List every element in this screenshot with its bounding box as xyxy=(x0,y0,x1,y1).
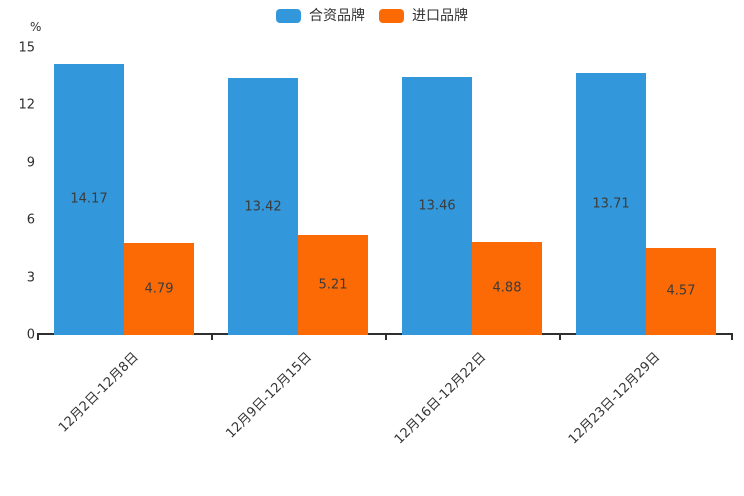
legend-swatch-blue-icon xyxy=(276,9,301,23)
y-axis-tick-label: 9 xyxy=(26,155,35,171)
bar-合资品牌-4 xyxy=(576,72,646,335)
y-axis-unit-label: % xyxy=(30,20,42,34)
legend: 合资品牌 进口品牌 xyxy=(0,7,744,25)
x-axis-category-label: 12月16日-12月22日 xyxy=(391,349,490,448)
bar-value-label: 5.21 xyxy=(318,277,348,293)
bar-value-label: 4.79 xyxy=(144,281,174,297)
x-axis-tick xyxy=(37,335,39,340)
x-axis-tick xyxy=(385,335,387,340)
legend-label: 合资品牌 xyxy=(309,8,365,24)
x-axis-tick xyxy=(211,335,213,340)
bar-合资品牌-2 xyxy=(228,78,298,335)
bar-value-label: 14.17 xyxy=(70,191,108,207)
y-axis-tick-label: 3 xyxy=(26,270,35,286)
y-axis-tick-label: 12 xyxy=(18,97,35,113)
bar-进口品牌-2 xyxy=(298,235,368,335)
bar-进口品牌-1 xyxy=(124,243,194,335)
bar-进口品牌-3 xyxy=(472,241,542,335)
bar-value-label: 13.42 xyxy=(244,199,282,215)
y-axis-tick-label: 15 xyxy=(18,40,35,56)
x-axis-tick xyxy=(731,335,733,340)
x-axis-category-label: 12月2日-12月8日 xyxy=(55,349,142,436)
x-axis-tick xyxy=(559,335,561,340)
bar-合资品牌-3 xyxy=(402,77,472,335)
legend-label: 进口品牌 xyxy=(412,8,468,24)
bar-value-label: 4.88 xyxy=(492,280,522,296)
bar-value-label: 13.71 xyxy=(592,196,630,212)
bar-进口品牌-4 xyxy=(646,247,716,335)
x-axis-category-label: 12月23日-12月29日 xyxy=(565,349,664,448)
legend-item-joint-venture-brand[interactable]: 合资品牌 xyxy=(276,7,365,25)
y-axis-tick-label: 0 xyxy=(26,327,35,343)
x-axis-category-label: 12月9日-12月15日 xyxy=(223,349,316,442)
bar-合资品牌-1 xyxy=(54,63,124,335)
bar-value-label: 4.57 xyxy=(666,283,696,299)
plot-area: 14.17 4.79 13.42 5.21 13.46 4.88 13.71 4.57 xyxy=(37,48,733,340)
bar-value-label: 13.46 xyxy=(418,198,456,214)
legend-item-import-brand[interactable]: 进口品牌 xyxy=(379,7,468,25)
y-axis-tick-label: 6 xyxy=(26,212,35,228)
legend-swatch-orange-icon xyxy=(379,9,404,23)
